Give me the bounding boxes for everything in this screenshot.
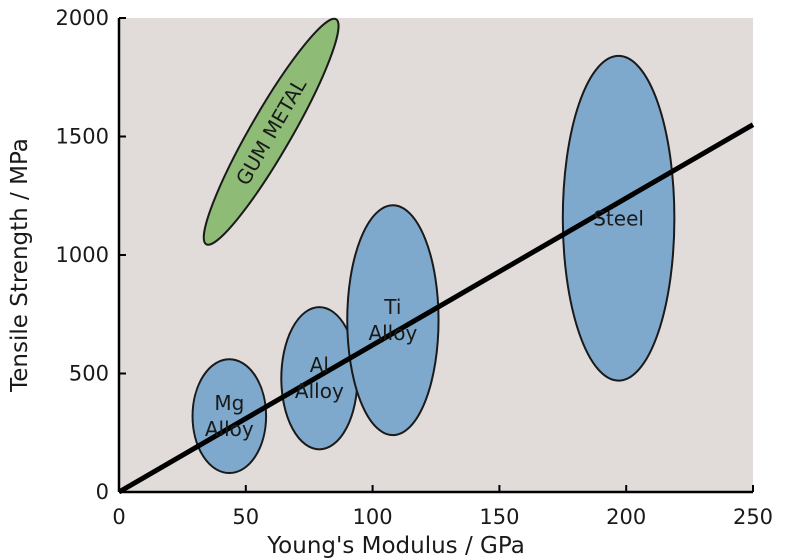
y-tick-label: 2000 — [56, 6, 109, 30]
region-gum-metal — [202, 17, 340, 246]
y-tick-label: 1000 — [56, 243, 109, 267]
x-tick-label: 50 — [232, 505, 259, 529]
region-label-mg-alloy: Mg Alloy — [205, 391, 254, 441]
region-mg-alloy — [191, 358, 268, 475]
region-steel — [561, 54, 676, 382]
x-tick-label: 150 — [479, 505, 519, 529]
y-axis-title: Tensile Strength / MPa — [7, 138, 33, 393]
region-label-al-alloy: Al Alloy — [295, 353, 344, 403]
x-tick-label: 0 — [112, 505, 125, 529]
region-label-ti-alloy: Ti Alloy — [368, 295, 417, 345]
y-tick-label: 0 — [96, 480, 109, 504]
x-tick-label: 200 — [606, 505, 646, 529]
region-ti-alloy — [346, 204, 440, 437]
x-tick-label: 250 — [733, 505, 773, 529]
x-axis-title: Young's Modulus / GPa — [266, 533, 525, 559]
y-tick-label: 1500 — [56, 125, 109, 149]
y-tick-label: 500 — [69, 362, 109, 386]
x-tick-label: 100 — [353, 505, 393, 529]
trend-line — [117, 122, 755, 495]
region-label-steel: Steel — [593, 206, 644, 230]
